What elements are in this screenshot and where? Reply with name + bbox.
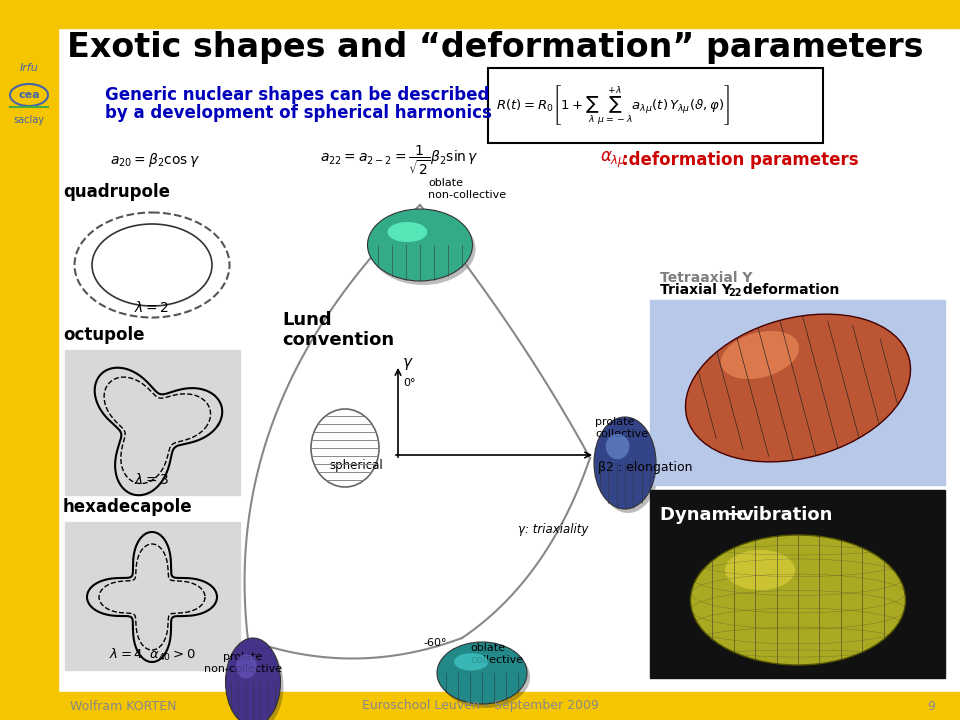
Ellipse shape <box>597 421 659 513</box>
Ellipse shape <box>685 314 910 462</box>
Text: β2 : elongation: β2 : elongation <box>598 461 692 474</box>
Ellipse shape <box>228 642 283 720</box>
Ellipse shape <box>725 550 795 590</box>
Text: $\lambda=2$: $\lambda=2$ <box>134 300 170 315</box>
Ellipse shape <box>437 642 527 704</box>
Bar <box>0 0 960 28</box>
Text: Wolfram KORTEN: Wolfram KORTEN <box>70 700 177 713</box>
Ellipse shape <box>594 417 656 509</box>
Text: octupole: octupole <box>63 326 145 344</box>
Text: deformation: deformation <box>738 283 839 297</box>
Text: $a_{22}=a_{2-2}=\dfrac{1}{\sqrt{2}}\beta_2\sin\gamma$: $a_{22}=a_{2-2}=\dfrac{1}{\sqrt{2}}\beta… <box>320 143 479 176</box>
Text: Tetraaxial Y: Tetraaxial Y <box>660 271 753 285</box>
Text: 9: 9 <box>927 700 935 713</box>
Text: $\lambda=3$: $\lambda=3$ <box>134 472 170 487</box>
Text: Triaxial Y: Triaxial Y <box>660 283 732 297</box>
Text: Dynamic: Dynamic <box>660 506 754 524</box>
Bar <box>650 490 945 678</box>
Text: vibration: vibration <box>742 506 833 524</box>
Text: oblate
collective: oblate collective <box>470 643 523 665</box>
Bar <box>0 0 58 720</box>
Text: 22: 22 <box>728 288 741 298</box>
Ellipse shape <box>371 213 475 285</box>
Text: spherical: spherical <box>329 459 383 472</box>
Text: -60°: -60° <box>423 638 447 648</box>
Text: oblate
non-collective: oblate non-collective <box>428 179 506 200</box>
Text: 0°: 0° <box>403 378 416 388</box>
Text: Exotic shapes and “deformation” parameters: Exotic shapes and “deformation” paramete… <box>67 32 924 65</box>
Ellipse shape <box>311 409 379 487</box>
Ellipse shape <box>690 535 905 665</box>
Bar <box>650 300 945 485</box>
Text: γ: triaxiality: γ: triaxiality <box>518 523 588 536</box>
Bar <box>0 692 960 720</box>
Ellipse shape <box>454 653 489 670</box>
Text: by a development of spherical harmonics: by a development of spherical harmonics <box>105 104 492 122</box>
Ellipse shape <box>440 646 530 708</box>
Text: hexadecapole: hexadecapole <box>63 498 193 516</box>
Bar <box>488 68 823 143</box>
Ellipse shape <box>721 331 799 379</box>
Text: Lund
convention: Lund convention <box>282 310 395 349</box>
Text: quadrupole: quadrupole <box>63 183 170 201</box>
Text: $\lambda=4\;\;\alpha_{40}>0$: $\lambda=4\;\;\alpha_{40}>0$ <box>108 647 196 663</box>
Text: cea: cea <box>18 90 39 100</box>
Ellipse shape <box>236 654 257 678</box>
Text: $\alpha_{\lambda\mu}$: $\alpha_{\lambda\mu}$ <box>600 150 627 170</box>
Ellipse shape <box>368 209 472 281</box>
Text: Irfu: Irfu <box>19 63 38 73</box>
Ellipse shape <box>226 638 280 720</box>
Bar <box>65 522 240 670</box>
Text: γ: γ <box>403 356 412 371</box>
Text: prolate
collective: prolate collective <box>595 417 648 438</box>
Text: $a_{20}=\beta_2\cos\gamma$: $a_{20}=\beta_2\cos\gamma$ <box>110 151 200 169</box>
Text: Euroschool Leuven – September 2009: Euroschool Leuven – September 2009 <box>362 700 598 713</box>
Text: saclay: saclay <box>13 115 44 125</box>
Text: Generic nuclear shapes can be described: Generic nuclear shapes can be described <box>105 86 490 104</box>
Text: →: → <box>728 506 743 524</box>
Text: prolate
non-collective: prolate non-collective <box>204 652 282 674</box>
Text: :deformation parameters: :deformation parameters <box>622 151 858 169</box>
Text: $R(t)=R_0\left[1+\sum_{\lambda}\sum_{\mu=-\lambda}^{+\lambda}a_{\lambda\mu}(t)\,: $R(t)=R_0\left[1+\sum_{\lambda}\sum_{\mu… <box>496 83 730 127</box>
Ellipse shape <box>606 433 630 459</box>
Ellipse shape <box>388 222 427 242</box>
Bar <box>65 350 240 495</box>
